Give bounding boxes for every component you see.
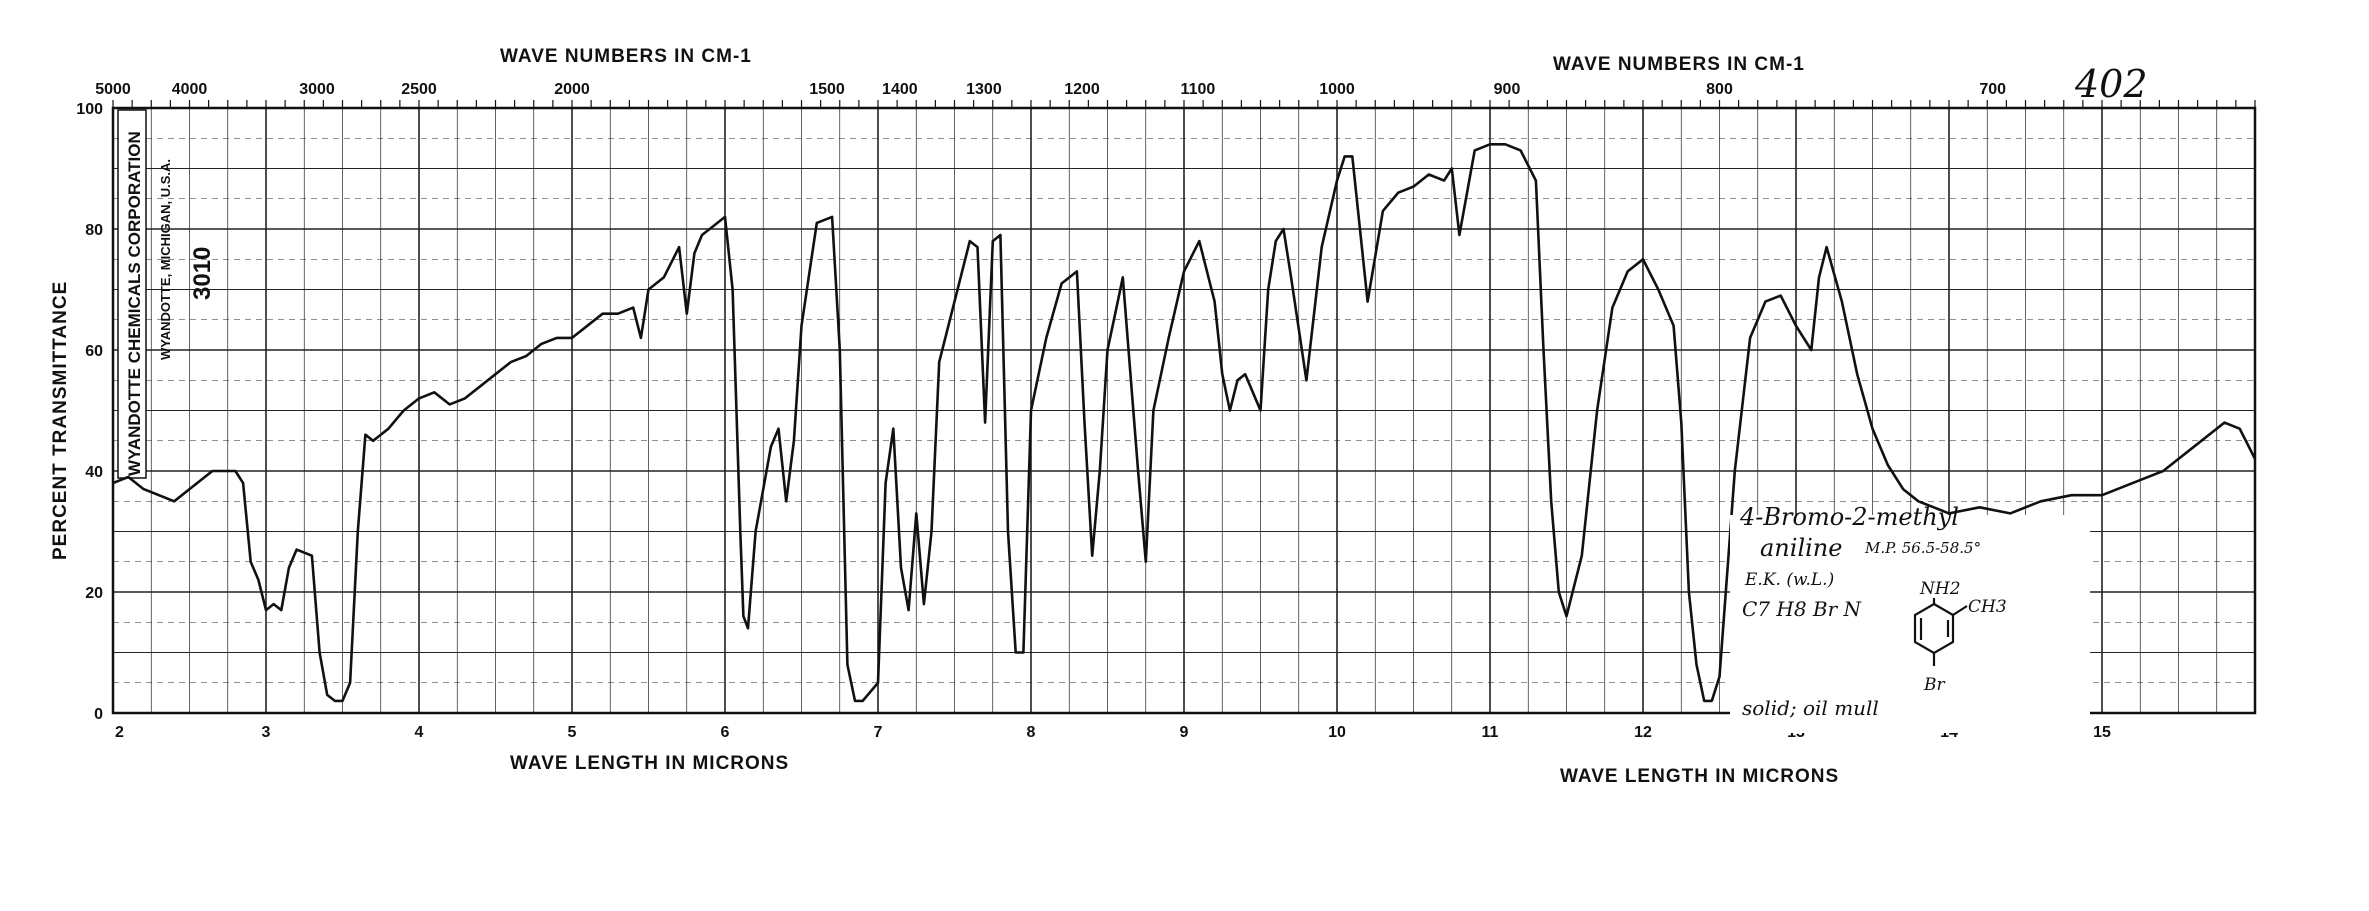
- bottom-axis-title-right: WAVE LENGTH IN MICRONS: [1560, 766, 1839, 787]
- sample-source: E.K. (w.L.): [1744, 570, 1834, 590]
- x-tick-label: 11: [1482, 724, 1499, 741]
- company-location: WYANDOTTE, MICHIGAN, U.S.A.: [158, 159, 173, 360]
- top-axis-title-right: WAVE NUMBERS IN CM-1: [1553, 54, 1805, 75]
- y-axis-title: PERCENT TRANSMITTANCE: [50, 281, 71, 560]
- spectrum-line: [112, 143, 2257, 703]
- top-tick-label: 1000: [1319, 81, 1355, 98]
- x-tick-label: 10: [1328, 724, 1346, 741]
- x-tick-label: 4: [415, 724, 424, 741]
- top-tick-label: 1400: [882, 81, 918, 98]
- sample-phase: solid; oil mull: [1742, 696, 1879, 720]
- sample-name-line2: aniline: [1760, 534, 1842, 562]
- annotation-mask: [1730, 515, 2090, 733]
- y-tick-label: 100: [76, 101, 103, 118]
- sheet-number: 402: [2074, 62, 2148, 106]
- y-tick-label: 60: [85, 343, 103, 360]
- top-tick-label: 1300: [966, 81, 1002, 98]
- top-tick-label: 900: [1494, 81, 1521, 98]
- y-tick-label: 80: [85, 222, 103, 239]
- x-tick-label: 12: [1634, 724, 1652, 741]
- x-tick-label: 3: [262, 724, 271, 741]
- top-tick-label: 1100: [1181, 81, 1216, 98]
- x-tick-label: 9: [1180, 724, 1189, 741]
- br-label: Br: [1923, 675, 1945, 695]
- top-tick-label: 2500: [401, 81, 437, 98]
- top-tick-label: 700: [1979, 81, 2006, 98]
- top-tick-label: 1200: [1064, 81, 1100, 98]
- top-axis-title-left: WAVE NUMBERS IN CM-1: [500, 46, 752, 67]
- company-name: WYANDOTTE CHEMICALS CORPORATION: [125, 131, 144, 476]
- top-tick-label: 4000: [172, 81, 208, 98]
- melting-point: M.P. 56.5-58.5°: [1864, 539, 1981, 557]
- nh2-label: NH2: [1919, 579, 1961, 599]
- molecular-formula: C7 H8 Br N: [1742, 597, 1863, 621]
- sample-name-line1: 4-Bromo-2-methyl: [1739, 503, 1959, 531]
- y-tick-labels: 0 20 40 60 80 100: [76, 101, 103, 723]
- bottom-axis-title-left: WAVE LENGTH IN MICRONS: [510, 753, 789, 774]
- top-tick-labels: 5000 4000 3000 2500 2000 1500 1400 1300 1200 1100…: [95, 81, 2006, 98]
- plot-frame: [111, 106, 2257, 715]
- top-tick-label: 1500: [809, 81, 845, 98]
- top-tick-label: 800: [1706, 81, 1733, 98]
- benzene-ring-structure: [1913, 598, 1968, 666]
- y-tick-label: 0: [94, 706, 103, 723]
- y-tick-label: 20: [85, 585, 103, 602]
- x-tick-label: 7: [874, 724, 883, 741]
- top-tick-label: 3000: [299, 81, 335, 98]
- x-tick-label: 6: [721, 724, 730, 741]
- company-box: [117, 109, 147, 479]
- top-tick-label: 5000: [95, 81, 131, 98]
- chart-number: 3010: [189, 247, 216, 300]
- y-tick-label: 40: [85, 464, 103, 481]
- top-tick-label: 2000: [554, 81, 590, 98]
- x-tick-label: 5: [568, 724, 577, 741]
- ch3-label: CH3: [1968, 597, 2007, 617]
- x-tick-label: 8: [1027, 724, 1036, 741]
- x-tick-label: 15: [2093, 724, 2111, 741]
- chart-grid: [112, 100, 2256, 714]
- x-tick-label: 2: [115, 724, 124, 741]
